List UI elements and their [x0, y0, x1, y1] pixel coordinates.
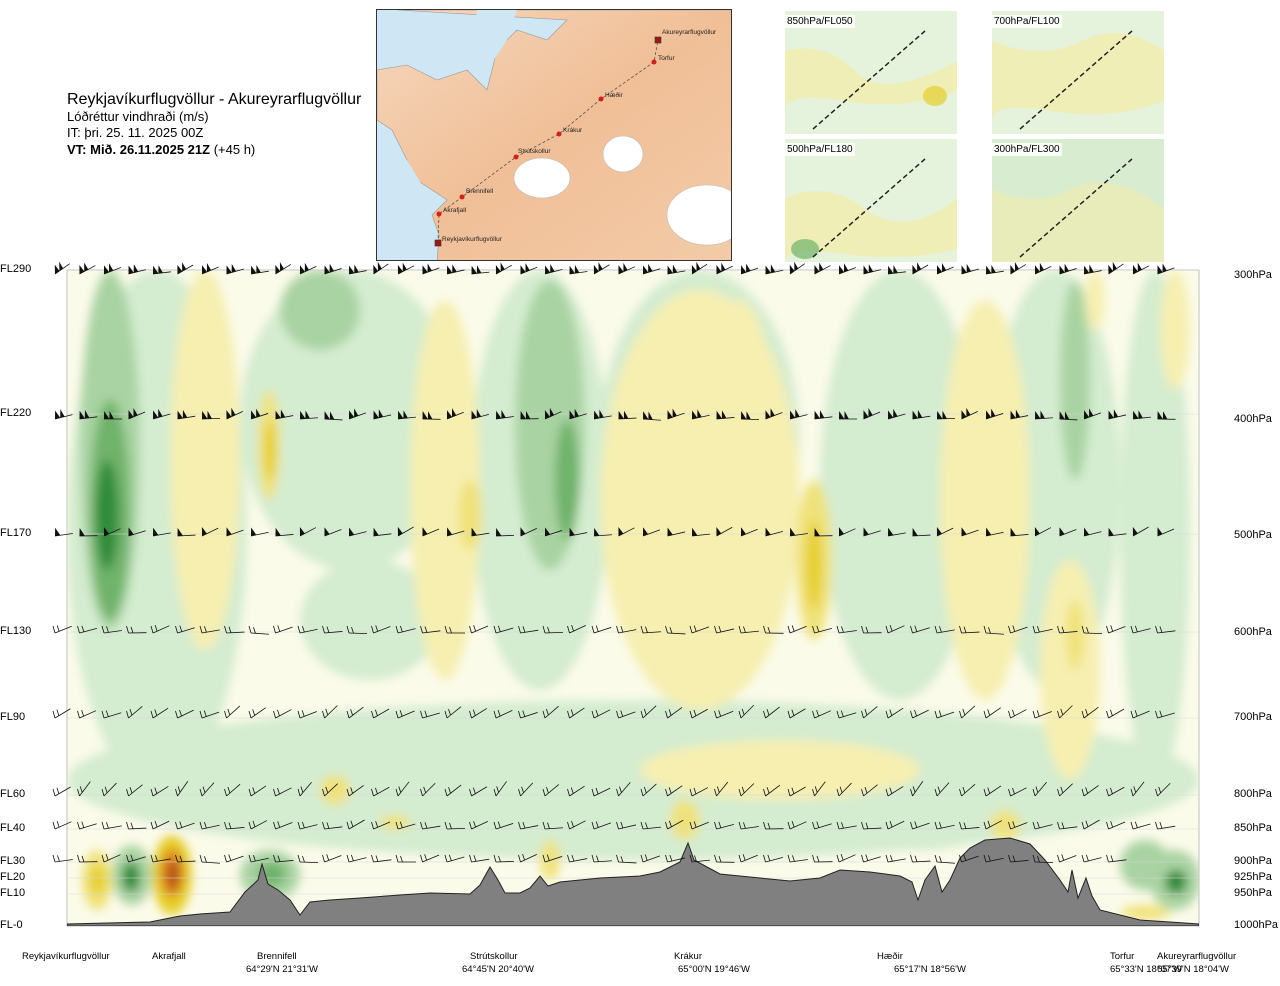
velocity-cell	[90, 865, 106, 895]
flight-level-label: FL290	[0, 263, 31, 275]
pressure-level-label: 900hPa	[1234, 855, 1272, 867]
site-coordinate: 65°17'N 18°56'W	[894, 964, 966, 976]
velocity-cell	[1060, 280, 1090, 480]
velocity-cell	[670, 800, 700, 840]
pressure-level-label: 400hPa	[1234, 413, 1272, 425]
site-coordinate: 65°39'N 18°04'W	[1157, 964, 1229, 976]
site-label: Akureyrarflugvöllur	[1157, 951, 1236, 963]
site-label: Brennifell	[257, 951, 297, 963]
pressure-level-label: 950hPa	[1234, 887, 1272, 899]
site-label: Akrafjall	[152, 951, 186, 963]
velocity-cell	[1066, 600, 1084, 670]
pressure-level-label: 500hPa	[1234, 529, 1272, 541]
velocity-cell	[166, 860, 180, 890]
flight-level-label: FL60	[0, 788, 25, 800]
velocity-cell	[1085, 270, 1105, 330]
flight-level-label: FL170	[0, 527, 31, 539]
site-label: Krákur	[674, 951, 702, 963]
pressure-level-label: 850hPa	[1234, 822, 1272, 834]
velocity-cell	[264, 420, 276, 480]
flight-level-label: FL30	[0, 855, 25, 867]
pressure-level-label: 925hPa	[1234, 871, 1272, 883]
velocity-cell	[806, 520, 822, 610]
site-label: Reykjavíkurflugvöllur	[22, 951, 110, 963]
wind-barb	[472, 265, 490, 274]
flight-level-label: FL40	[0, 822, 25, 834]
velocity-cell	[860, 790, 990, 850]
velocity-cell	[640, 740, 920, 800]
velocity-cell	[1165, 870, 1187, 894]
velocity-cell	[700, 300, 780, 660]
site-coordinate: 65°00'N 19°46'W	[678, 964, 750, 976]
flight-level-label: FL-0	[0, 919, 23, 931]
velocity-cell	[458, 480, 482, 550]
velocity-cell	[170, 270, 240, 650]
site-label: Hæðir	[877, 951, 903, 963]
velocity-cell	[1160, 270, 1190, 390]
flight-level-label: FL10	[0, 887, 25, 899]
flight-level-label: FL130	[0, 625, 31, 637]
site-label: Strútskollur	[470, 951, 518, 963]
site-coordinate: 64°45'N 20°40'W	[462, 964, 534, 976]
velocity-cell	[96, 460, 118, 570]
velocity-cell	[280, 270, 360, 350]
pressure-level-label: 600hPa	[1234, 626, 1272, 638]
pressure-level-label: 700hPa	[1234, 711, 1272, 723]
pressure-level-label: 300hPa	[1234, 269, 1272, 281]
velocity-cell	[320, 775, 350, 805]
velocity-cell	[990, 810, 1020, 840]
velocity-cell	[122, 862, 140, 892]
velocity-cell	[67, 700, 1199, 860]
pressure-level-label: 1000hPa	[1234, 919, 1278, 931]
site-label: Torfur	[1110, 951, 1134, 963]
site-coordinate: 64°29'N 21°31'W	[246, 964, 318, 976]
velocity-cell	[1040, 560, 1100, 780]
flight-level-label: FL220	[0, 407, 31, 419]
velocity-cell	[940, 300, 1030, 700]
flight-level-label: FL20	[0, 871, 25, 883]
flight-level-label: FL90	[0, 711, 25, 723]
velocity-cell	[380, 815, 410, 830]
pressure-level-label: 800hPa	[1234, 788, 1272, 800]
velocity-cell	[555, 420, 579, 540]
